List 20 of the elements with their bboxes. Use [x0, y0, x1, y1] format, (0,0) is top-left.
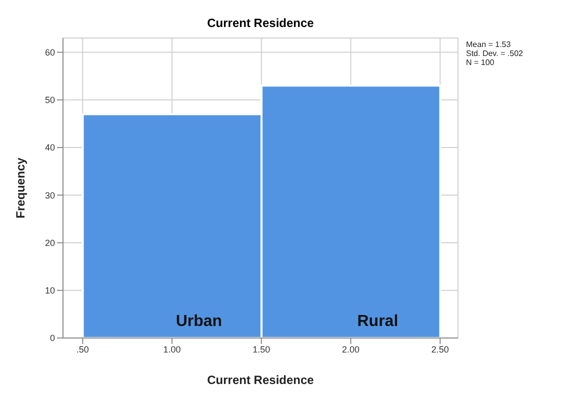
y-tick-label: 20	[44, 238, 55, 248]
x-tick-label: 2.50	[431, 344, 449, 354]
y-tick-label: 0	[50, 333, 55, 344]
y-tick-label: 40	[44, 142, 55, 153]
x-tick-label: 1.00	[163, 344, 181, 354]
text: N = 100	[466, 58, 496, 67]
text: Std. Dev. = .502	[466, 49, 523, 58]
x-tick-label: 2.00	[342, 344, 360, 354]
x-tick-label: 1.50	[252, 344, 270, 354]
y-axis-title: Frequency	[13, 157, 28, 218]
x-axis-title: Current Residence	[207, 373, 314, 387]
y-tick-label: 60	[44, 47, 55, 58]
y-tick-label: 10	[44, 286, 55, 296]
chart-title: Current Residence	[206, 16, 315, 30]
text: Mean = 1.53	[466, 40, 512, 49]
annotation: Urban	[176, 313, 222, 330]
annotation: Rural	[357, 313, 398, 330]
x-tick-label: .50	[76, 344, 89, 354]
y-tick-label: 30	[44, 190, 55, 200]
y-tick-label: 50	[44, 95, 55, 106]
